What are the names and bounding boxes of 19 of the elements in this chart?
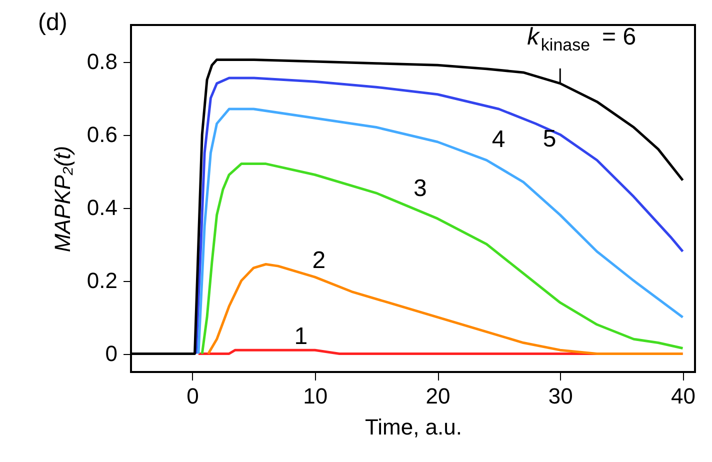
x-tick-label: 30 (548, 384, 573, 408)
series-label: 1 (294, 323, 308, 350)
line-series (200, 162, 684, 355)
x-tick-label: 10 (303, 384, 328, 408)
chart-title: (d) (38, 9, 68, 36)
y-tick-label: 0.8 (86, 49, 118, 74)
series-label: 3 (414, 175, 427, 202)
y-axis-title: MAPKP₂(t) (50, 146, 75, 252)
y-tick-label: 0.4 (86, 195, 118, 220)
series-label: 5 (542, 126, 556, 153)
x-tick-label: 40 (670, 384, 696, 408)
y-tick-label: 0.6 (86, 122, 118, 148)
series-label: 4 (492, 126, 506, 154)
series-label: 2 (312, 247, 326, 274)
x-axis-title: Time, a.u. (365, 414, 462, 440)
y-tick-label: 0.2 (86, 268, 118, 294)
x-tick-label: 20 (426, 384, 450, 408)
y-tick-label: 0 (105, 341, 118, 366)
x-tick-label: 0 (186, 384, 199, 408)
